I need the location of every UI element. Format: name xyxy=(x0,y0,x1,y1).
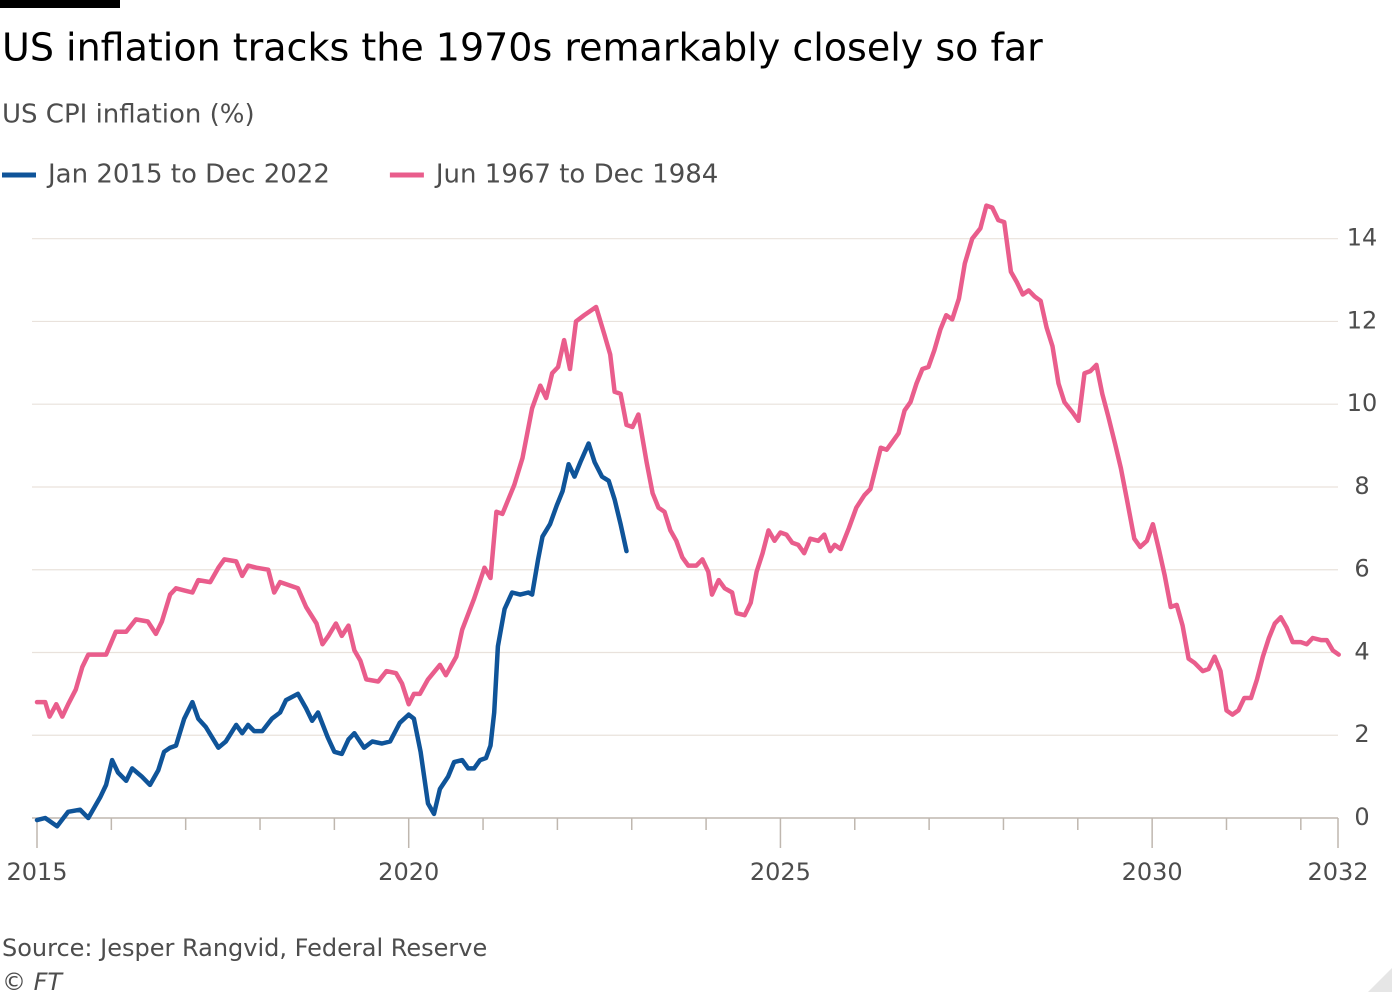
chart-subtitle: US CPI inflation (%) xyxy=(2,100,255,130)
y-tick-label: 6 xyxy=(1354,555,1369,583)
x-tick-label: 2025 xyxy=(750,858,811,886)
series-line xyxy=(34,441,629,829)
credit: © FT xyxy=(2,968,64,996)
x-tick-label: 2015 xyxy=(6,858,67,886)
x-tick-label: 2020 xyxy=(378,858,439,886)
x-tick-label: 2030 xyxy=(1122,858,1183,886)
y-tick-label: 8 xyxy=(1354,472,1369,500)
y-tick-label: 10 xyxy=(1347,389,1378,417)
y-tick-label: 2 xyxy=(1354,720,1369,748)
series-line xyxy=(34,203,1341,719)
legend-label: Jan 2015 to Dec 2022 xyxy=(46,160,330,190)
legend-label: Jun 1967 to Dec 1984 xyxy=(434,160,718,190)
brand-bar xyxy=(0,0,120,8)
chart-title: US inflation tracks the 1970s remarkably… xyxy=(2,26,1043,70)
y-tick-label: 14 xyxy=(1347,224,1378,252)
corner-mark xyxy=(1368,968,1392,992)
source: Source: Jesper Rangvid, Federal Reserve xyxy=(2,934,487,962)
y-tick-label: 4 xyxy=(1354,637,1369,665)
y-tick-label: 0 xyxy=(1354,803,1369,831)
x-tick-label: 2032 xyxy=(1307,858,1368,886)
plot-area: 0 2 4 6 8 10 12 14 2015 2020 2025 2030 2032 xyxy=(6,203,1378,886)
y-tick-label: 12 xyxy=(1347,306,1378,334)
